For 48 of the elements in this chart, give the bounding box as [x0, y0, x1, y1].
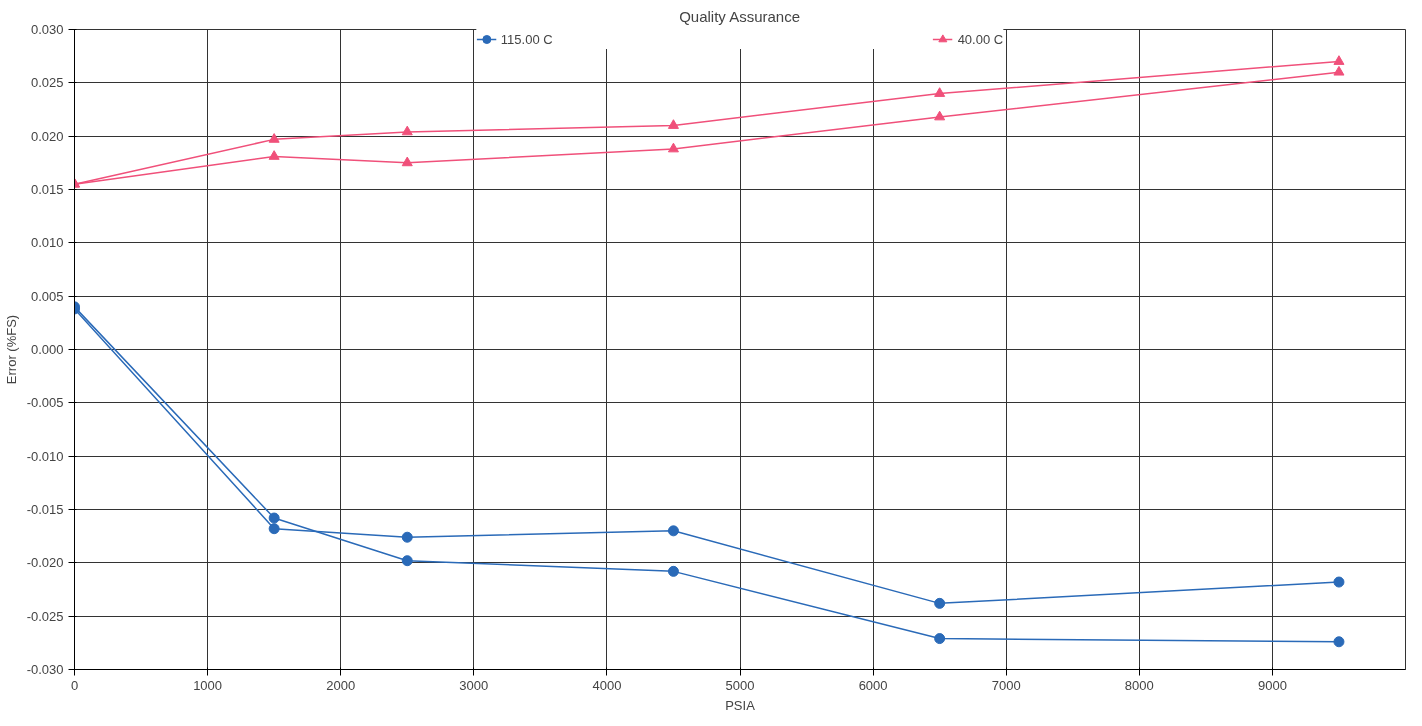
point — [401, 555, 413, 567]
x-tick-label: 6000 — [858, 677, 888, 693]
y-tick-label: -0.005 — [26, 395, 64, 411]
x-tick-label: 3000 — [459, 677, 489, 693]
legend-label: 115.00 C — [500, 31, 553, 47]
point — [401, 531, 413, 543]
y-tick-label: 0.005 — [30, 288, 64, 304]
point — [268, 512, 280, 524]
y-tick-label: 0.030 — [30, 22, 64, 37]
point — [401, 156, 413, 167]
point — [268, 150, 280, 160]
point — [268, 523, 280, 535]
x-tick-label: 2000 — [326, 677, 356, 693]
point — [268, 133, 280, 143]
point — [1333, 65, 1345, 76]
point — [934, 597, 946, 609]
point — [934, 633, 946, 645]
point — [401, 125, 413, 136]
point — [934, 110, 946, 121]
point — [1333, 55, 1345, 65]
y-axis-title: Error (%FS) — [3, 314, 19, 385]
y-tick-label: 0.025 — [30, 75, 64, 91]
y-tick-label: -0.025 — [26, 608, 64, 624]
x-tick-label: 1000 — [193, 677, 223, 693]
x-tick-label: 7000 — [991, 677, 1021, 693]
y-tick-label: -0.020 — [26, 555, 64, 571]
chart-title: Quality Assurance — [679, 7, 801, 25]
point — [1333, 576, 1345, 588]
point — [1333, 636, 1345, 648]
y-tick-label: 0.020 — [30, 128, 64, 144]
y-tick-label: -0.010 — [26, 448, 64, 464]
point — [934, 87, 946, 97]
y-tick-label: 0.000 — [30, 342, 64, 357]
point — [667, 119, 679, 129]
x-tick-label: 8000 — [1124, 677, 1154, 693]
legend-label: 40.00 C — [957, 31, 1004, 47]
y-tick-label: -0.015 — [26, 502, 64, 517]
x-tick-label: 9000 — [1257, 677, 1287, 693]
y-tick-label: 0.010 — [30, 235, 64, 251]
point — [667, 142, 679, 153]
x-tick-label: 4000 — [592, 677, 622, 693]
y-tick-label: -0.030 — [26, 662, 64, 677]
x-tick-label: 0 — [70, 677, 79, 693]
x-axis-title: PSIA — [725, 697, 756, 713]
y-tick-label: 0.015 — [30, 182, 64, 197]
x-tick-label: 5000 — [725, 677, 755, 693]
point — [667, 525, 679, 537]
point — [667, 565, 679, 577]
